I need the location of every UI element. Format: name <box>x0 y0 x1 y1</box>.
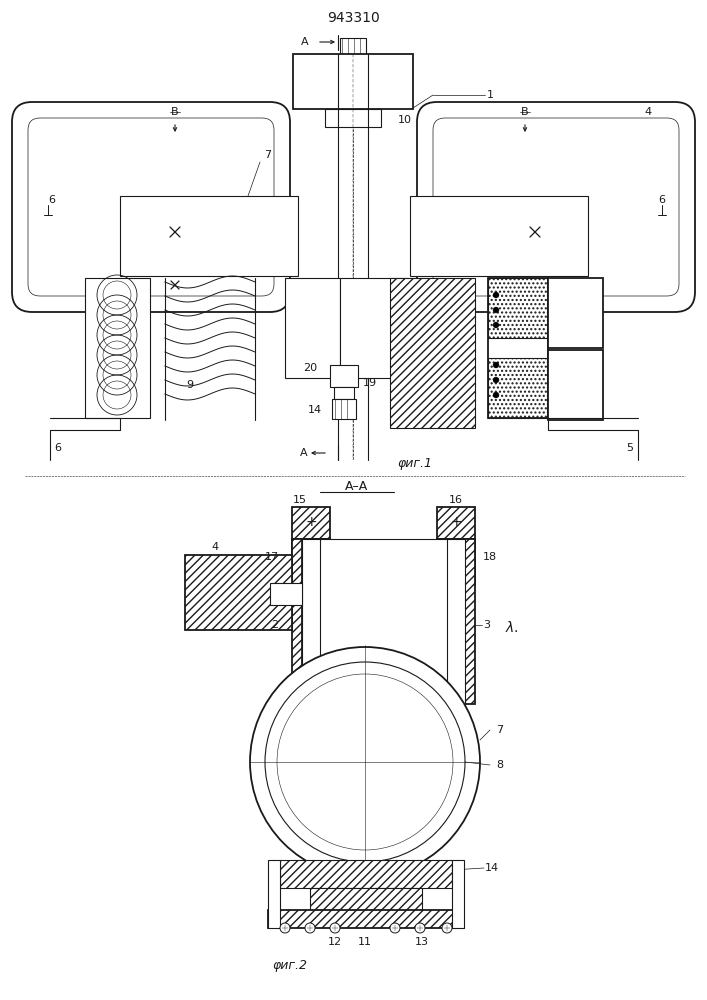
Bar <box>437 539 475 584</box>
Text: 3: 3 <box>484 620 491 630</box>
Text: 18: 18 <box>483 552 497 562</box>
Bar <box>330 365 358 387</box>
Text: 12: 12 <box>328 937 342 947</box>
Circle shape <box>415 923 425 933</box>
Text: 6: 6 <box>48 195 55 205</box>
FancyBboxPatch shape <box>417 102 695 312</box>
Bar <box>548 350 603 420</box>
Bar <box>340 278 408 378</box>
Circle shape <box>277 674 453 850</box>
Bar <box>185 555 292 630</box>
Text: 5: 5 <box>626 443 633 453</box>
Circle shape <box>265 662 465 862</box>
Circle shape <box>280 923 290 933</box>
Circle shape <box>330 923 340 933</box>
Bar <box>390 278 475 428</box>
Text: φиг.1: φиг.1 <box>397 456 433 470</box>
Bar <box>85 278 150 418</box>
Text: 17: 17 <box>265 552 279 562</box>
Bar <box>488 278 548 338</box>
Text: B: B <box>171 107 179 117</box>
Text: 7: 7 <box>496 725 503 735</box>
Text: 10: 10 <box>398 115 412 125</box>
Text: 15: 15 <box>293 495 307 505</box>
Bar <box>410 196 588 276</box>
Bar <box>310 888 422 910</box>
Bar <box>332 399 356 419</box>
Text: 4: 4 <box>645 107 652 117</box>
Bar <box>334 387 354 399</box>
Circle shape <box>493 292 499 298</box>
Bar <box>292 539 302 704</box>
Text: 6: 6 <box>54 443 62 453</box>
Bar <box>302 539 465 704</box>
Text: 1: 1 <box>486 90 493 100</box>
Circle shape <box>493 362 499 368</box>
Text: A: A <box>301 37 309 47</box>
Bar <box>293 54 413 109</box>
Bar <box>340 38 366 54</box>
Text: A–A: A–A <box>346 481 368 493</box>
Bar <box>120 196 298 276</box>
Text: 11: 11 <box>358 937 372 947</box>
Bar <box>268 910 464 928</box>
Circle shape <box>305 923 315 933</box>
Text: 943310: 943310 <box>327 11 380 25</box>
Bar <box>325 109 381 127</box>
Bar <box>292 507 330 539</box>
Text: A: A <box>300 448 308 458</box>
Circle shape <box>493 307 499 313</box>
Text: 20: 20 <box>303 363 317 373</box>
Text: 7: 7 <box>264 150 271 160</box>
Text: B: B <box>521 107 529 117</box>
Bar <box>488 358 548 418</box>
Bar <box>280 860 452 888</box>
Text: 8: 8 <box>496 760 503 770</box>
Text: 4: 4 <box>211 542 218 552</box>
Circle shape <box>493 392 499 398</box>
Bar <box>437 507 475 539</box>
Text: +: + <box>305 515 317 529</box>
Text: 9: 9 <box>187 380 194 390</box>
FancyBboxPatch shape <box>12 102 290 312</box>
Circle shape <box>493 377 499 383</box>
Text: $\lambda$.: $\lambda$. <box>506 620 519 636</box>
Text: 14: 14 <box>485 863 499 873</box>
Text: 6: 6 <box>658 195 665 205</box>
Bar <box>465 539 475 704</box>
Circle shape <box>493 322 499 328</box>
Bar <box>268 860 280 928</box>
Text: 19: 19 <box>363 378 377 388</box>
Text: 13: 13 <box>415 937 429 947</box>
Circle shape <box>390 923 400 933</box>
Bar <box>292 539 330 584</box>
Circle shape <box>442 923 452 933</box>
Bar <box>548 278 603 348</box>
Text: 2: 2 <box>271 620 279 630</box>
Bar <box>452 860 464 928</box>
Text: φиг.2: φиг.2 <box>272 958 308 972</box>
Text: 14: 14 <box>308 405 322 415</box>
Text: +: + <box>450 515 462 529</box>
Bar <box>285 278 340 378</box>
Circle shape <box>250 647 480 877</box>
Bar <box>488 278 548 418</box>
Text: 16: 16 <box>449 495 463 505</box>
Bar <box>270 583 302 605</box>
